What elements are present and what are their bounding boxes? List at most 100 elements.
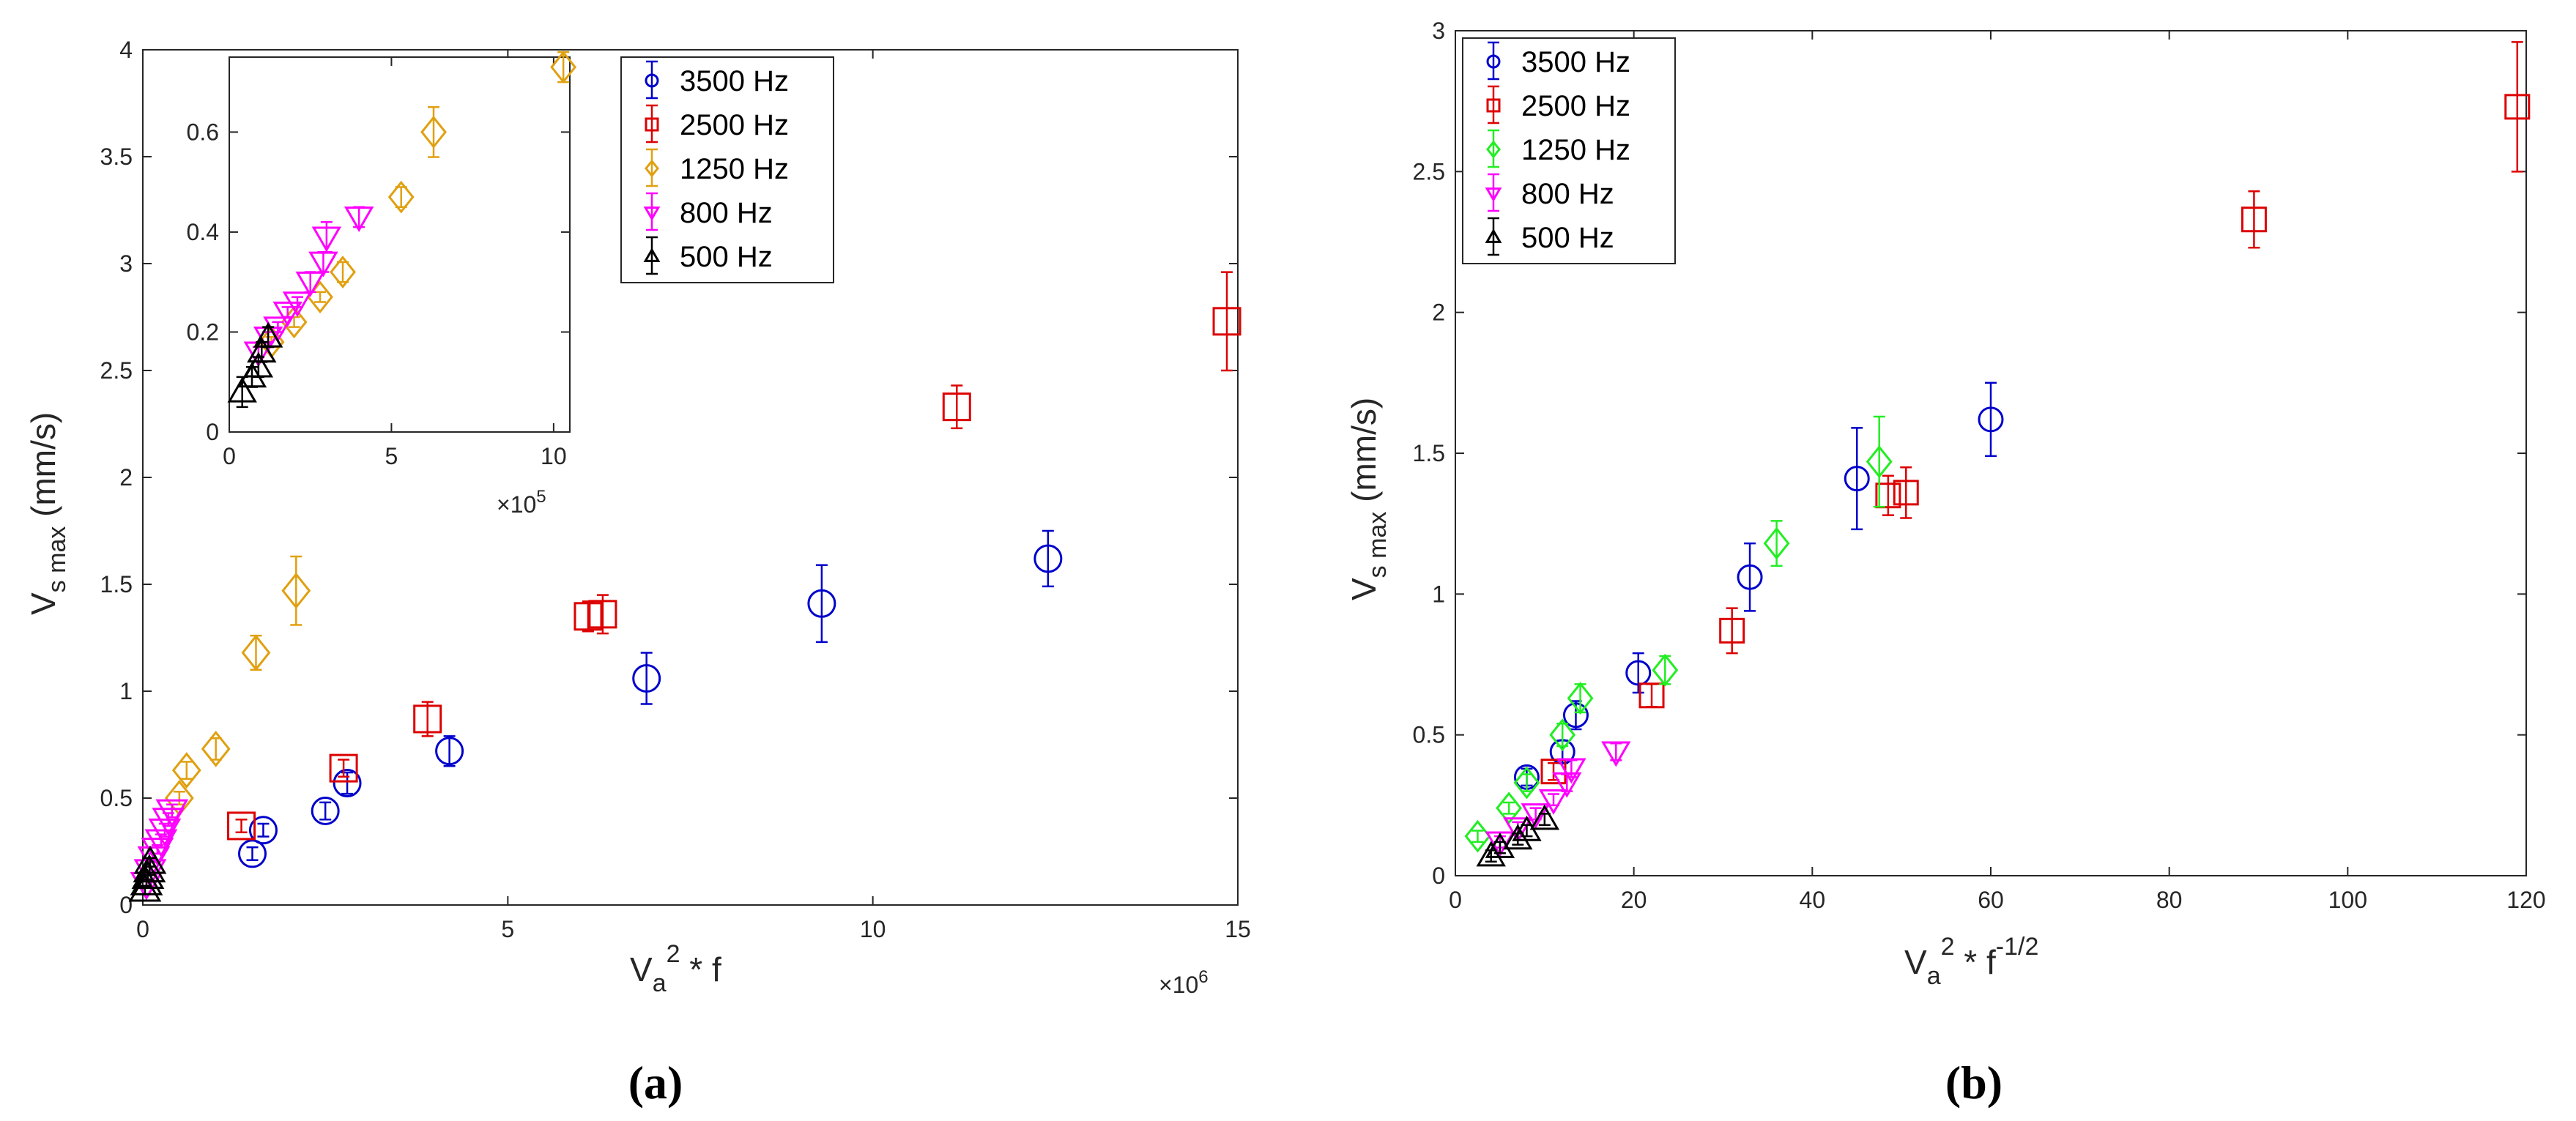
y-tick-label: 0 xyxy=(1432,863,1445,889)
series-500-hz xyxy=(227,321,283,409)
data-point-800-hz xyxy=(311,226,342,253)
y-tick-label: 3 xyxy=(1432,18,1445,44)
y-tick-label: 1.5 xyxy=(1413,440,1445,466)
data-point-500-hz xyxy=(133,854,166,883)
data-point-2500-hz xyxy=(413,704,442,734)
data-point-1250-hz xyxy=(201,730,231,767)
data-point-1250-hz xyxy=(420,115,447,149)
data-point-1250-hz xyxy=(387,180,415,214)
data-point-500-hz xyxy=(1476,841,1506,867)
data-point-800-hz xyxy=(141,838,174,866)
y-tick-label: 1.5 xyxy=(100,571,133,597)
data-point-3500-hz xyxy=(238,839,267,868)
x-axis-label-a: Va2 * f xyxy=(630,940,721,997)
data-point-2500-hz xyxy=(2241,206,2267,233)
data-point-1250-hz xyxy=(1513,766,1540,800)
data-point-500-hz xyxy=(247,337,277,363)
panel-label-b: (b) xyxy=(1945,1057,2002,1109)
legend-b: 3500 Hz 2500 Hz 1250 Hz 800 Hz 500 Hz xyxy=(1462,37,1676,264)
legend-item-2500-hz: 2500 Hz xyxy=(1486,85,1630,124)
x-tick-label: 0 xyxy=(223,443,236,469)
data-point-800-hz xyxy=(1556,758,1586,784)
legend-item-1250-hz: 1250 Hz xyxy=(1486,129,1630,168)
legend-marker-1250-hz xyxy=(645,159,659,178)
legend-item-800-hz: 800 Hz xyxy=(1485,173,1614,212)
data-point-1250-hz xyxy=(1866,445,1893,478)
series-1250-hz xyxy=(1464,415,1893,853)
x-tick-label: 80 xyxy=(2156,887,2183,913)
data-point-2500-hz xyxy=(2504,94,2531,120)
data-point-3500-hz xyxy=(1033,544,1063,573)
x-multiplier-inset: ×105 xyxy=(497,487,546,518)
data-point-1250-hz xyxy=(1496,792,1523,825)
x-tick-label: 20 xyxy=(1621,887,1647,913)
data-point-1250-hz xyxy=(1652,653,1679,687)
x-tick-label: 0 xyxy=(136,916,149,942)
legend-label: 3500 Hz xyxy=(680,65,789,97)
data-point-2500-hz xyxy=(588,600,617,629)
data-point-3500-hz xyxy=(807,589,836,618)
series-500-hz xyxy=(1476,804,1560,867)
legend-label: 2500 Hz xyxy=(1521,90,1630,122)
legend-label: 800 Hz xyxy=(680,197,773,229)
legend-label: 1250 Hz xyxy=(680,153,789,185)
legend-item-500-hz: 500 Hz xyxy=(643,236,773,275)
legend-label: 500 Hz xyxy=(1521,222,1614,254)
series-500-hz xyxy=(128,845,167,902)
data-point-3500-hz xyxy=(1737,564,1763,590)
data-point-3500-hz xyxy=(632,663,661,693)
data-point-800-hz xyxy=(272,301,302,327)
x-multiplier-a: ×106 xyxy=(1159,967,1209,998)
y-axis-label-b: Vs max (mm/s) xyxy=(1345,398,1392,600)
x-tick-label: 5 xyxy=(501,916,514,942)
legend-label: 500 Hz xyxy=(680,241,773,273)
data-point-3500-hz xyxy=(248,816,278,845)
y-tick-label: 0.4 xyxy=(187,219,219,245)
data-point-800-hz xyxy=(1601,741,1631,767)
y-tick-label: 2.5 xyxy=(100,357,133,384)
x-tick-label: 15 xyxy=(1225,916,1251,942)
data-point-500-hz xyxy=(133,845,167,874)
data-point-1250-hz xyxy=(171,752,201,789)
data-point-800-hz xyxy=(155,799,189,828)
legend-marker-3500-hz xyxy=(645,73,659,88)
data-point-1250-hz xyxy=(550,51,577,84)
x-tick-label: 5 xyxy=(385,443,398,469)
data-point-500-hz xyxy=(253,321,283,348)
data-point-2500-hz xyxy=(1875,483,1901,509)
data-point-2500-hz xyxy=(1719,617,1745,644)
data-point-800-hz xyxy=(1503,817,1533,843)
data-point-1250-hz xyxy=(1549,718,1576,752)
data-point-3500-hz xyxy=(333,769,362,798)
data-point-1250-hz xyxy=(1763,526,1790,560)
data-point-800-hz xyxy=(152,808,185,836)
data-point-800-hz xyxy=(344,206,374,233)
x-axis-label-b: Va2 * f-1/2 xyxy=(1904,933,2038,990)
legend-marker-2500-hz xyxy=(1486,98,1501,113)
data-point-2500-hz xyxy=(1212,307,1241,336)
data-point-800-hz xyxy=(1538,789,1569,815)
data-point-2500-hz xyxy=(574,602,603,631)
legend-label: 2500 Hz xyxy=(680,109,789,141)
y-tick-label: 2 xyxy=(1432,299,1445,326)
data-point-3500-hz xyxy=(1978,406,2004,433)
y-tick-label: 0 xyxy=(119,892,133,918)
y-tick-label: 0.6 xyxy=(187,119,219,145)
legend-item-3500-hz: 3500 Hz xyxy=(645,60,789,100)
data-point-3500-hz xyxy=(311,797,340,826)
data-point-800-hz xyxy=(282,291,313,318)
y-tick-label: 2 xyxy=(119,464,133,491)
data-point-1250-hz xyxy=(1464,819,1491,853)
x-tick-label: 100 xyxy=(2328,887,2367,913)
data-point-800-hz xyxy=(144,829,178,858)
legend-marker-3500-hz xyxy=(1486,54,1501,69)
x-tick-label: 10 xyxy=(541,443,567,469)
data-point-1250-hz xyxy=(1567,682,1594,715)
data-point-500-hz xyxy=(227,376,257,403)
data-point-2500-hz xyxy=(227,811,256,841)
chart-panel-a: 0 5 10 15 0 0.5 1 1.5 2 2.5 3 3.5 4 ×106 Va2 * f Vs … xyxy=(24,37,1251,998)
series-2500-hz xyxy=(227,271,1241,841)
data-point-800-hz xyxy=(295,271,325,297)
chart-panel-b: 0 20 40 60 80 100 120 0 0.5 1 1.5 2 2.5 3 Va2 * f-1/2… xyxy=(1345,18,2546,990)
